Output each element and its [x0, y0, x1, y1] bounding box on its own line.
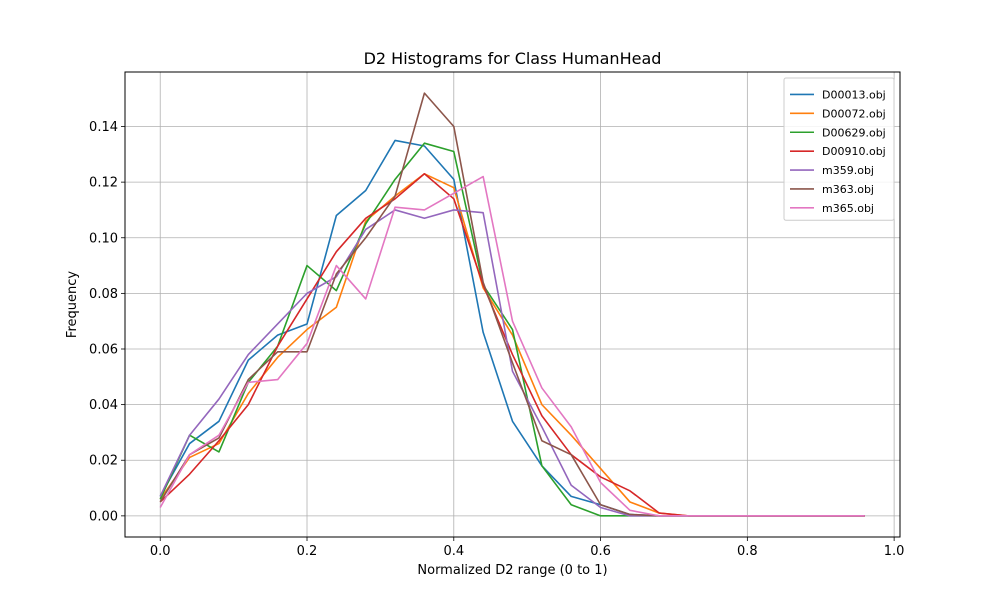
x-tick-label: 0.0	[150, 544, 171, 559]
x-tick-label: 0.4	[443, 544, 464, 559]
y-tick-label: 0.08	[89, 287, 118, 302]
y-tick-label: 0.12	[89, 176, 118, 191]
legend-entry-label: D00013.obj	[822, 88, 886, 101]
legend-entry-label: D00910.obj	[822, 145, 886, 158]
plot-frame	[124, 71, 901, 538]
chart-title: D2 Histograms for Class HumanHead	[364, 49, 662, 68]
y-tick-label: 0.00	[89, 509, 118, 524]
legend-entry-label: D00072.obj	[822, 107, 886, 120]
legend-entry-label: m365.obj	[822, 202, 874, 215]
x-tick-label: 0.2	[297, 544, 318, 559]
y-tick-label: 0.10	[89, 231, 118, 246]
x-tick-label: 1.0	[884, 544, 905, 559]
x-axis-label: Normalized D2 range (0 to 1)	[417, 563, 607, 578]
y-tick-label: 0.06	[89, 342, 118, 357]
legend-entry-label: D00629.obj	[822, 126, 886, 139]
series-line-m365-obj	[159, 175, 865, 517]
axis-ticks: 0.0 0.2 0.4 0.6 0.8 1.0 0.00 0.02 0.04 0.06 0.08 0.…	[89, 120, 904, 559]
legend: D00013.obj D00072.obj D00629.obj D00910.obj…	[783, 77, 895, 221]
series-lines	[159, 92, 865, 517]
x-tick-label: 0.8	[737, 544, 758, 559]
legend-entry-label: m359.obj	[822, 164, 874, 177]
y-tick-label: 0.14	[89, 120, 118, 135]
y-tick-label: 0.04	[89, 398, 118, 413]
x-tick-label: 0.6	[590, 544, 611, 559]
grid	[125, 72, 900, 537]
y-tick-label: 0.02	[89, 454, 118, 469]
legend-entry-label: m363.obj	[822, 183, 874, 196]
y-axis-label: Frequency	[65, 271, 80, 338]
